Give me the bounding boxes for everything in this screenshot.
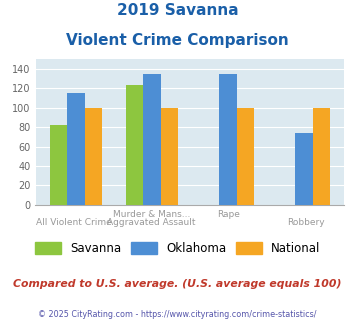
Text: 2019 Savanna: 2019 Savanna xyxy=(117,3,238,18)
Text: Aggravated Assault: Aggravated Assault xyxy=(107,218,196,227)
Bar xyxy=(126,84,143,205)
Bar xyxy=(219,74,237,205)
Text: Violent Crime Comparison: Violent Crime Comparison xyxy=(66,33,289,48)
Text: Compared to U.S. average. (U.S. average equals 100): Compared to U.S. average. (U.S. average … xyxy=(13,279,342,289)
Bar xyxy=(143,74,160,205)
Text: All Violent Crime: All Violent Crime xyxy=(36,218,112,227)
Bar xyxy=(67,93,84,205)
Bar xyxy=(160,108,178,205)
Legend: Savanna, Oklahoma, National: Savanna, Oklahoma, National xyxy=(30,237,325,259)
Bar xyxy=(237,108,254,205)
Bar xyxy=(50,125,67,205)
Bar xyxy=(84,108,102,205)
Text: Rape: Rape xyxy=(217,210,240,218)
Text: © 2025 CityRating.com - https://www.cityrating.com/crime-statistics/: © 2025 CityRating.com - https://www.city… xyxy=(38,310,317,318)
Text: Murder & Mans...: Murder & Mans... xyxy=(113,210,190,218)
Bar xyxy=(295,133,313,205)
Text: Robbery: Robbery xyxy=(287,218,324,227)
Bar xyxy=(313,108,330,205)
